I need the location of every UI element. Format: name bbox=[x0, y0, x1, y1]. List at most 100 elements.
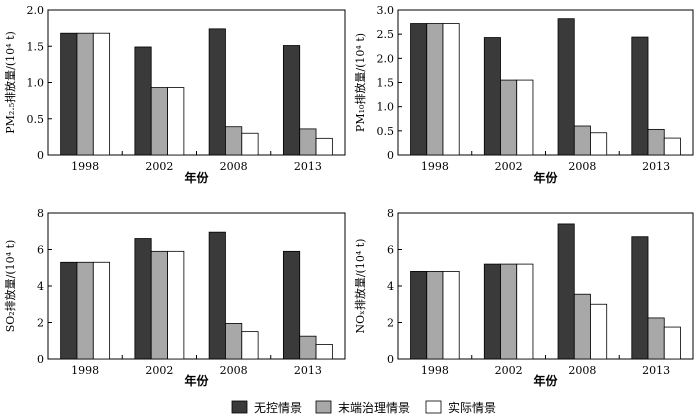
y-tick-label: 2.0 bbox=[377, 52, 395, 65]
bar-2002-series-3 bbox=[167, 87, 185, 156]
y-axis-label: SO₂排放量/(10⁴ t) bbox=[3, 240, 17, 333]
x-tick-label: 2002 bbox=[145, 160, 173, 173]
y-axis-label: PM₁₀排放量/(10⁴ t) bbox=[353, 33, 367, 132]
legend-label-3: 实际情景 bbox=[448, 400, 496, 415]
bar-2002-series-1 bbox=[483, 37, 501, 156]
x-tick-label: 2008 bbox=[568, 364, 596, 377]
y-tick-label: 1.0 bbox=[27, 77, 45, 90]
chart-panel-1: 0 0.5 1.0 1.5 2.0 1998 2002 2008 2013 年份 PM₂.₅排放量/… bbox=[3, 4, 346, 185]
y-tick-label: 0 bbox=[37, 149, 44, 162]
y-axis-label: NOₓ排放量/(10⁴ t) bbox=[353, 239, 367, 334]
y-tick-label: 0.5 bbox=[27, 113, 45, 126]
y-tick-label: 0 bbox=[37, 353, 44, 366]
bar-2013-series-2 bbox=[647, 128, 665, 156]
bar-1998-series-3 bbox=[442, 270, 460, 360]
y-tick-label: 8 bbox=[37, 207, 44, 220]
bar-2013-series-2 bbox=[647, 317, 665, 360]
bar-1998-series-3 bbox=[442, 23, 460, 156]
x-tick-label: 2008 bbox=[220, 364, 248, 377]
bar-2013-series-1 bbox=[282, 250, 301, 360]
y-tick-label: 1.5 bbox=[27, 40, 45, 53]
bar-2002-series-2 bbox=[150, 250, 168, 360]
bar-2013-series-3 bbox=[315, 343, 333, 360]
bar-2013-series-3 bbox=[315, 137, 333, 156]
bar-2013-series-1 bbox=[631, 236, 649, 360]
bar-2008-series-1 bbox=[557, 223, 575, 360]
chart-panel-4: 0 2 4 6 8 1998 2002 2008 2013 年份 NOₓ排放量/(10⁴ t) bbox=[353, 207, 694, 388]
y-tick-label: 1.0 bbox=[377, 101, 395, 114]
bar-2008-series-2 bbox=[573, 293, 591, 360]
x-tick-label: 2013 bbox=[642, 364, 670, 377]
bar-2008-series-1 bbox=[208, 231, 226, 360]
legend-swatch-3 bbox=[425, 400, 442, 414]
x-tick-label: 1998 bbox=[421, 364, 449, 377]
x-axis-label: 年份 bbox=[184, 170, 209, 185]
y-tick-label: 2.0 bbox=[27, 4, 45, 17]
y-tick-label: 2 bbox=[387, 317, 394, 330]
bar-2013-series-1 bbox=[282, 45, 301, 156]
bar-2002-series-3 bbox=[516, 79, 534, 156]
bar-2008-series-3 bbox=[241, 331, 259, 360]
bar-1998-series-1 bbox=[410, 23, 428, 156]
x-axis-label: 年份 bbox=[184, 373, 209, 388]
x-tick-label: 1998 bbox=[421, 160, 449, 173]
bar-2008-series-1 bbox=[557, 18, 575, 156]
y-tick-label: 8 bbox=[387, 207, 394, 220]
bar-2008-series-2 bbox=[225, 126, 243, 156]
y-tick-label: 6 bbox=[37, 244, 44, 257]
y-tick-label: 0 bbox=[387, 149, 394, 162]
bar-2002-series-3 bbox=[516, 263, 534, 360]
bar-2008-series-3 bbox=[590, 303, 608, 360]
chart-panel-2: 0 0.5 1.0 1.5 2.0 2.5 3.0 1998 2002 2008 2013 年份 PM₁… bbox=[353, 4, 694, 185]
bar-2002-series-2 bbox=[500, 263, 518, 360]
x-tick-label: 2002 bbox=[145, 364, 173, 377]
y-tick-label: 3.0 bbox=[377, 4, 395, 17]
bar-2002-series-2 bbox=[150, 87, 168, 156]
x-tick-label: 2013 bbox=[642, 160, 670, 173]
bar-2013-series-3 bbox=[663, 137, 681, 156]
bar-2008-series-2 bbox=[573, 125, 591, 156]
bar-1998-series-3 bbox=[92, 261, 111, 360]
legend-label-2: 末端治理情景 bbox=[338, 401, 410, 415]
x-axis-label: 年份 bbox=[533, 373, 558, 388]
x-tick-label: 2008 bbox=[568, 160, 596, 173]
bar-1998-series-1 bbox=[60, 32, 78, 156]
bar-1998-series-3 bbox=[92, 32, 111, 156]
chart-panel-3: 0 2 4 6 8 1998 2002 2008 2013 年份 SO₂排放量/(10⁴ t) bbox=[3, 207, 346, 388]
x-tick-label: 2002 bbox=[495, 364, 523, 377]
bar-1998-series-1 bbox=[410, 270, 428, 360]
bar-2013-series-2 bbox=[299, 335, 317, 360]
x-tick-label: 1998 bbox=[71, 364, 99, 377]
legend-swatch-1 bbox=[231, 400, 248, 414]
bar-2002-series-1 bbox=[134, 238, 152, 360]
x-tick-label: 2013 bbox=[294, 160, 322, 173]
bar-2002-series-3 bbox=[167, 250, 185, 360]
bar-2008-series-3 bbox=[590, 132, 608, 156]
bar-2013-series-1 bbox=[631, 36, 649, 156]
x-tick-label: 1998 bbox=[71, 160, 99, 173]
y-axis-label: PM₂.₅排放量/(10⁴ t) bbox=[3, 31, 17, 134]
y-tick-label: 2 bbox=[37, 317, 44, 330]
bar-2002-series-2 bbox=[500, 79, 518, 156]
y-tick-label: 4 bbox=[37, 280, 44, 293]
x-axis-label: 年份 bbox=[533, 170, 558, 185]
y-tick-label: 1.5 bbox=[377, 77, 395, 90]
x-tick-label: 2013 bbox=[294, 364, 322, 377]
x-tick-label: 2008 bbox=[220, 160, 248, 173]
bar-2008-series-3 bbox=[241, 132, 259, 156]
bar-1998-series-2 bbox=[76, 32, 94, 156]
y-tick-label: 2.5 bbox=[377, 28, 395, 41]
bar-2008-series-1 bbox=[208, 28, 226, 156]
bar-1998-series-2 bbox=[426, 270, 444, 360]
bar-2002-series-1 bbox=[134, 46, 152, 156]
x-tick-label: 2002 bbox=[495, 160, 523, 173]
legend: 无控情景 末端治理情景 实际情景 bbox=[231, 400, 496, 415]
bar-1998-series-2 bbox=[426, 23, 444, 156]
y-tick-label: 0.5 bbox=[377, 125, 395, 138]
bar-2013-series-2 bbox=[299, 128, 317, 156]
y-tick-label: 6 bbox=[387, 244, 394, 257]
y-tick-label: 4 bbox=[387, 280, 394, 293]
bar-2008-series-2 bbox=[225, 323, 243, 360]
